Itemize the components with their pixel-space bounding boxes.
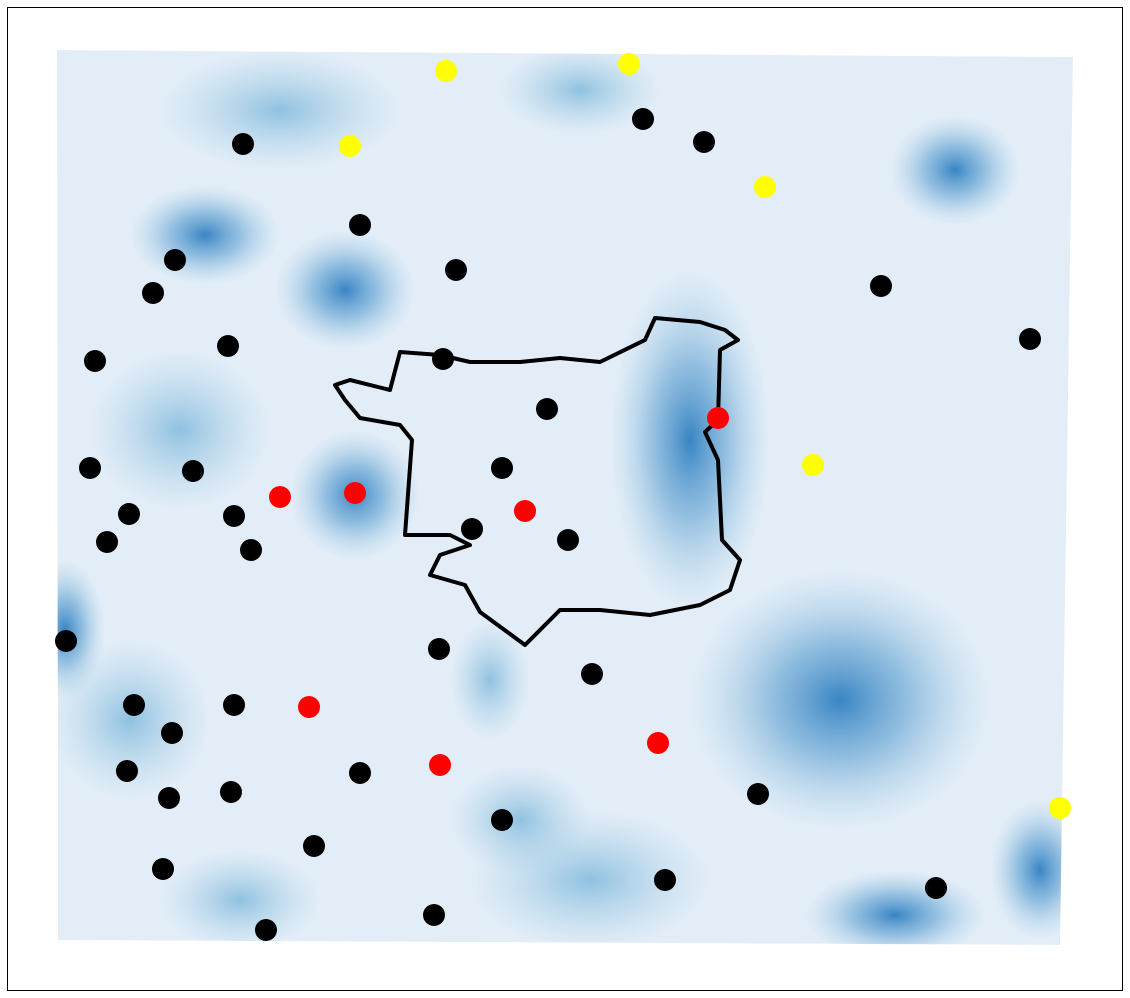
point xyxy=(116,760,138,782)
point xyxy=(344,482,366,504)
point xyxy=(232,133,254,155)
point xyxy=(223,694,245,716)
red-points xyxy=(269,407,729,776)
point xyxy=(423,904,445,926)
heat-blob xyxy=(57,640,210,800)
heat-blob xyxy=(690,570,990,830)
heat-blob xyxy=(130,185,280,285)
point xyxy=(445,259,467,281)
point xyxy=(182,460,204,482)
point xyxy=(647,732,669,754)
point xyxy=(707,407,729,429)
point xyxy=(429,754,451,776)
point xyxy=(747,783,769,805)
heatmap xyxy=(57,50,1073,945)
point xyxy=(55,630,77,652)
point xyxy=(240,539,262,561)
point xyxy=(79,457,101,479)
point xyxy=(754,176,776,198)
point xyxy=(298,696,320,718)
point xyxy=(152,858,174,880)
point xyxy=(164,249,186,271)
point xyxy=(654,869,676,891)
point xyxy=(925,877,947,899)
point xyxy=(96,531,118,553)
point xyxy=(491,457,513,479)
point xyxy=(514,500,536,522)
heat-blob xyxy=(160,50,400,170)
point xyxy=(349,214,371,236)
point xyxy=(217,335,239,357)
heat-blob xyxy=(275,230,415,350)
point xyxy=(428,638,450,660)
point xyxy=(339,135,361,157)
point xyxy=(223,505,245,527)
point xyxy=(123,694,145,716)
point xyxy=(581,663,603,685)
point xyxy=(1019,328,1041,350)
boundary xyxy=(333,316,742,647)
point xyxy=(118,503,140,525)
point xyxy=(161,722,183,744)
heat-blob xyxy=(90,350,270,510)
point xyxy=(220,781,242,803)
point xyxy=(84,350,106,372)
point xyxy=(618,53,640,75)
heat-blob xyxy=(450,620,530,740)
point xyxy=(303,835,325,857)
point xyxy=(349,762,371,784)
heat-blob xyxy=(160,850,320,945)
black-points xyxy=(55,108,1041,941)
point xyxy=(802,454,824,476)
point xyxy=(632,108,654,130)
point xyxy=(461,518,483,540)
point xyxy=(158,787,180,809)
point xyxy=(1049,797,1071,819)
point xyxy=(693,131,715,153)
heat-blob xyxy=(890,115,1020,225)
point xyxy=(557,529,579,551)
point xyxy=(870,275,892,297)
point xyxy=(432,348,454,370)
point xyxy=(435,60,457,82)
point xyxy=(491,809,513,831)
heat-blob xyxy=(610,270,770,610)
point xyxy=(255,919,277,941)
heat-blob xyxy=(450,765,590,875)
point xyxy=(536,398,558,420)
point xyxy=(269,486,291,508)
yellow-points xyxy=(339,53,1071,819)
point xyxy=(142,282,164,304)
